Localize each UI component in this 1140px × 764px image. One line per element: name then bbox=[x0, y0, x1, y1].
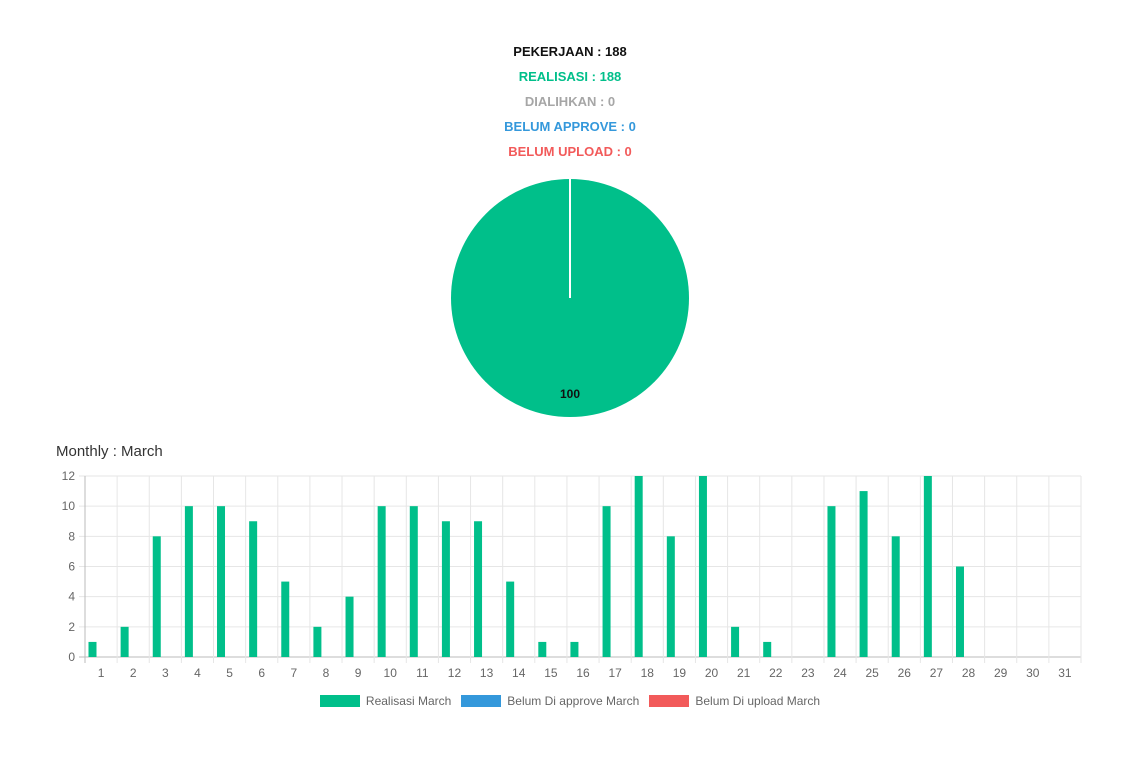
y-tick-label: 2 bbox=[68, 620, 75, 634]
bar[interactable] bbox=[570, 641, 579, 657]
bar[interactable] bbox=[345, 596, 354, 657]
x-tick-label: 5 bbox=[226, 666, 233, 680]
x-tick-label: 26 bbox=[898, 666, 912, 680]
x-tick-label: 25 bbox=[865, 666, 879, 680]
dialihkan-count: DIALIHKAN : 0 bbox=[524, 94, 616, 109]
x-tick-label: 10 bbox=[384, 666, 398, 680]
bar[interactable] bbox=[409, 506, 418, 657]
x-tick-label: 8 bbox=[323, 666, 330, 680]
bar[interactable] bbox=[731, 626, 740, 657]
bar[interactable] bbox=[698, 476, 707, 657]
y-tick-label: 4 bbox=[68, 590, 75, 604]
belum-approve-count: BELUM APPROVE : 0 bbox=[504, 119, 636, 134]
legend-item-realisasi[interactable]: Realisasi March bbox=[319, 694, 452, 708]
y-tick-label: 6 bbox=[68, 560, 75, 574]
x-tick-label: 12 bbox=[448, 666, 462, 680]
bar[interactable] bbox=[474, 521, 483, 657]
x-tick-label: 11 bbox=[416, 666, 429, 680]
bar[interactable] bbox=[602, 506, 611, 657]
realisasi-count: REALISASI : 188 bbox=[518, 69, 622, 84]
y-tick-label: 0 bbox=[68, 650, 75, 664]
bar[interactable] bbox=[538, 641, 547, 657]
x-tick-label: 28 bbox=[962, 666, 976, 680]
y-tick-label: 12 bbox=[62, 469, 76, 483]
x-tick-label: 21 bbox=[737, 666, 751, 680]
bar[interactable] bbox=[88, 641, 97, 657]
pekerjaan-count: PEKERJAAN : 188 bbox=[513, 44, 627, 59]
legend-item-belum-approve[interactable]: Belum Di approve March bbox=[461, 694, 639, 708]
x-tick-label: 23 bbox=[801, 666, 815, 680]
y-tick-label: 10 bbox=[62, 499, 76, 513]
x-tick-label: 29 bbox=[994, 666, 1008, 680]
legend-label-belum-upload: Belum Di upload March bbox=[695, 694, 821, 708]
x-tick-label: 2 bbox=[130, 666, 137, 680]
x-tick-label: 4 bbox=[194, 666, 201, 680]
x-tick-label: 31 bbox=[1058, 666, 1072, 680]
bar[interactable] bbox=[281, 581, 290, 657]
bar[interactable] bbox=[152, 536, 161, 657]
x-tick-label: 7 bbox=[290, 666, 297, 680]
bar[interactable] bbox=[923, 476, 932, 657]
bar[interactable] bbox=[827, 506, 836, 657]
bar[interactable] bbox=[120, 626, 129, 657]
x-tick-label: 17 bbox=[608, 666, 622, 680]
bar[interactable] bbox=[217, 506, 226, 657]
y-tick-label: 8 bbox=[68, 529, 75, 543]
bar[interactable] bbox=[184, 506, 193, 657]
bar[interactable] bbox=[441, 521, 450, 657]
x-tick-label: 3 bbox=[162, 666, 169, 680]
legend-label-realisasi: Realisasi March bbox=[365, 694, 452, 708]
bar[interactable] bbox=[377, 506, 386, 657]
bar[interactable] bbox=[763, 641, 772, 657]
pie-data-label: 100 bbox=[560, 387, 580, 401]
x-tick-label: 9 bbox=[355, 666, 362, 680]
belum-upload-count: BELUM UPLOAD : 0 bbox=[508, 144, 632, 159]
x-tick-label: 15 bbox=[544, 666, 558, 680]
summary-panel: PEKERJAAN : 188 REALISASI : 188 DIALIHKA… bbox=[0, 42, 1140, 167]
bar[interactable] bbox=[666, 536, 675, 657]
bar[interactable] bbox=[955, 566, 964, 658]
x-tick-label: 14 bbox=[512, 666, 526, 680]
x-tick-label: 30 bbox=[1026, 666, 1040, 680]
bar[interactable] bbox=[634, 476, 643, 657]
x-tick-label: 18 bbox=[641, 666, 655, 680]
bar[interactable] bbox=[891, 536, 900, 657]
chart-legend: Realisasi March Belum Di approve March B… bbox=[0, 694, 1140, 708]
legend-swatch-belum-upload bbox=[649, 695, 690, 707]
legend-label-belum-approve: Belum Di approve March bbox=[507, 694, 640, 708]
bar[interactable] bbox=[506, 581, 515, 657]
x-tick-label: 22 bbox=[769, 666, 783, 680]
legend-swatch-realisasi bbox=[319, 695, 360, 707]
x-tick-label: 13 bbox=[480, 666, 494, 680]
bar[interactable] bbox=[859, 491, 868, 657]
pie-chart[interactable]: 100 bbox=[450, 178, 690, 418]
legend-item-belum-upload[interactable]: Belum Di upload March bbox=[649, 694, 820, 708]
bar[interactable] bbox=[249, 521, 258, 657]
x-tick-label: 27 bbox=[930, 666, 944, 680]
x-tick-label: 1 bbox=[98, 666, 105, 680]
monthly-chart-title: Monthly : March bbox=[56, 443, 163, 460]
bar[interactable] bbox=[313, 626, 322, 657]
x-tick-label: 6 bbox=[258, 666, 265, 680]
x-tick-label: 16 bbox=[576, 666, 590, 680]
x-tick-label: 24 bbox=[833, 666, 847, 680]
x-tick-label: 20 bbox=[705, 666, 719, 680]
legend-swatch-belum-approve bbox=[461, 695, 502, 707]
x-tick-label: 19 bbox=[673, 666, 687, 680]
